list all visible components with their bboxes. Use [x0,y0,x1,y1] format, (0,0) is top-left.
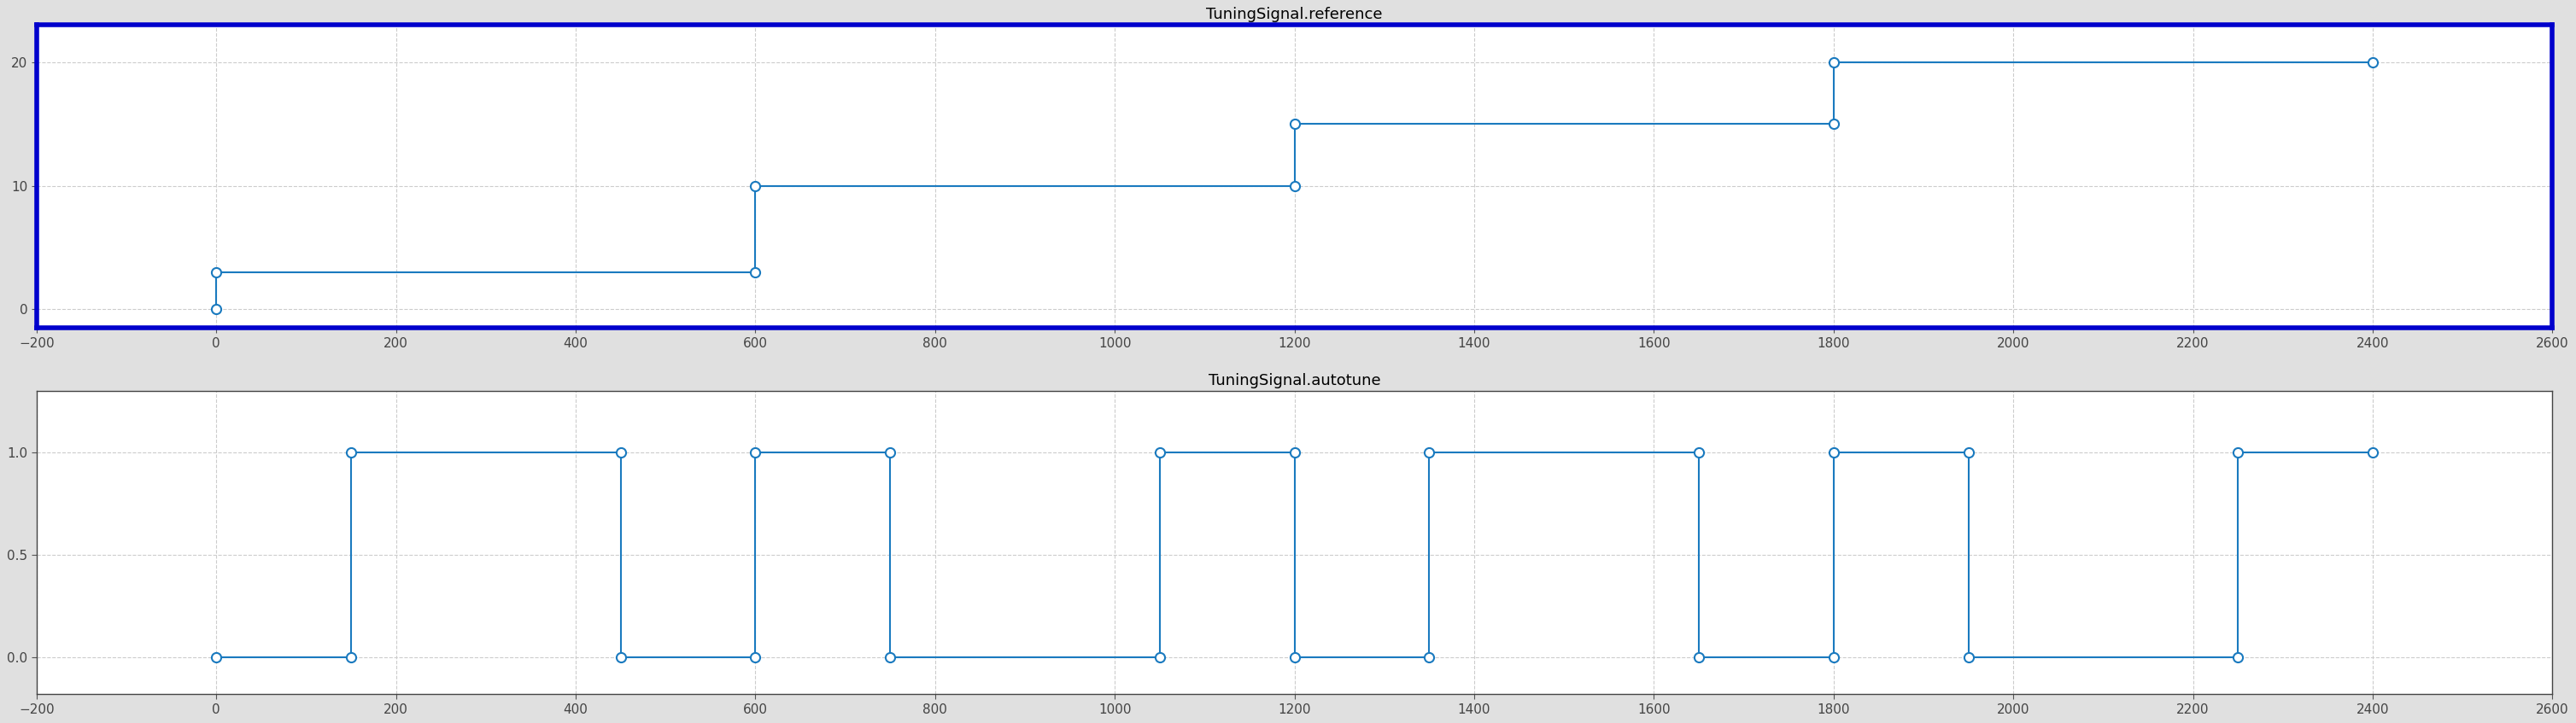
Title: TuningSignal.reference: TuningSignal.reference [1206,7,1383,22]
Title: TuningSignal.autotune: TuningSignal.autotune [1208,373,1381,389]
